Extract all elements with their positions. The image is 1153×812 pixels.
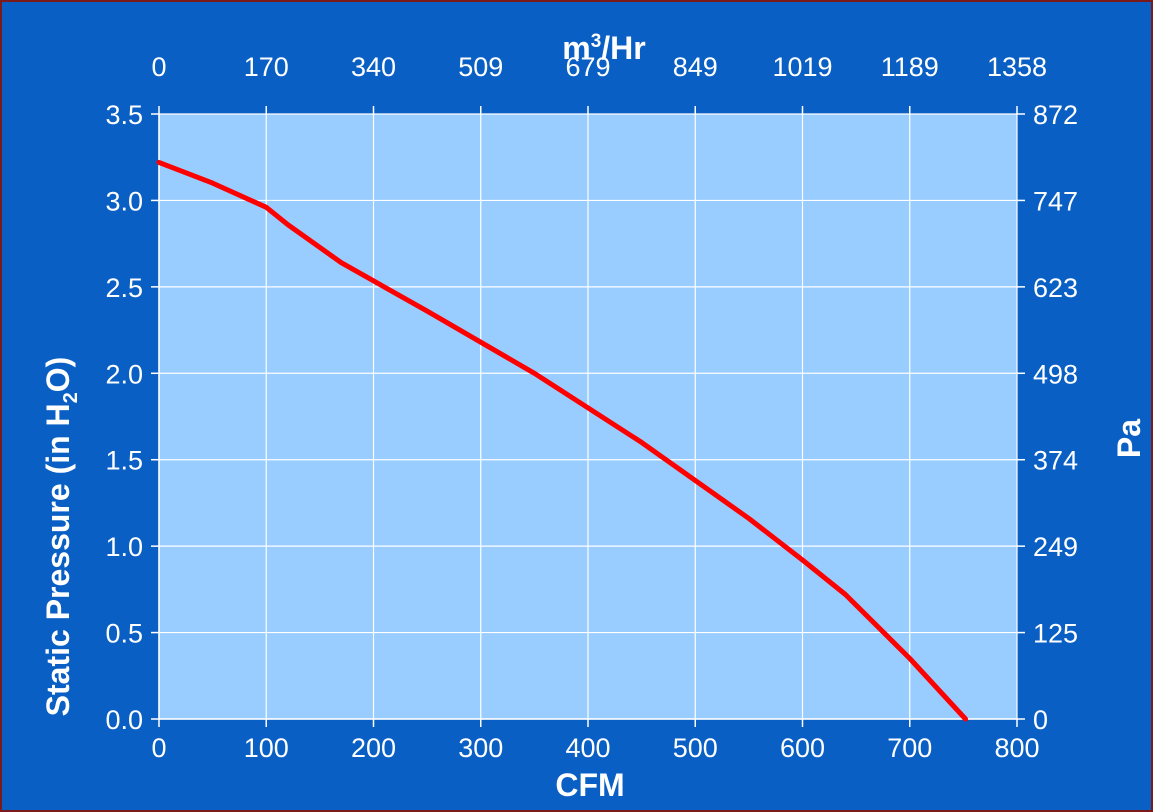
secondary-x-axis-title: m3/Hr	[562, 30, 645, 66]
secondary-x-tick-label: 849	[673, 52, 718, 82]
y-tick-label: 1.5	[105, 446, 143, 476]
secondary-y-tick-label: 249	[1033, 532, 1078, 562]
secondary-x-axis-title-superscript: 3	[591, 31, 602, 52]
secondary-x-tick-label: 1358	[987, 52, 1047, 82]
y-tick-label: 1.0	[105, 532, 143, 562]
secondary-y-tick-label: 0	[1033, 705, 1048, 735]
secondary-x-tick-label: 340	[351, 52, 396, 82]
y-tick-label: 0.0	[105, 705, 143, 735]
x-tick-label: 500	[673, 733, 718, 763]
y-axis-title-main: Static Pressure (in H	[40, 403, 76, 716]
y-tick-label: 2.5	[105, 273, 143, 303]
secondary-x-tick-label: 170	[244, 52, 289, 82]
secondary-y-tick-label: 498	[1033, 359, 1078, 389]
y-tick-label: 0.5	[105, 619, 143, 649]
y-axis-title-tail: O)	[40, 357, 76, 393]
secondary-x-tick-label: 1189	[881, 52, 939, 82]
y-tick-label: 2.0	[105, 359, 143, 389]
x-tick-label: 700	[887, 733, 932, 763]
y-axis-title: Static Pressure (in H2O)	[40, 357, 82, 717]
series-line	[156, 159, 968, 722]
secondary-y-tick-label: 623	[1033, 273, 1078, 303]
axes	[151, 106, 1025, 727]
x-tick-label: 200	[351, 733, 396, 763]
secondary-x-tick-label: 0	[151, 52, 166, 82]
x-axis-title: CFM	[555, 767, 624, 803]
secondary-x-axis-title-tail: /Hr	[601, 30, 645, 66]
secondary-x-tick-label: 509	[458, 52, 503, 82]
secondary-y-tick-label: 125	[1033, 619, 1078, 649]
y-tick-label: 3.0	[105, 186, 143, 216]
x-tick-label: 400	[565, 733, 610, 763]
series-layer	[156, 159, 968, 722]
secondary-x-tick-label: 1019	[772, 52, 832, 82]
secondary-y-tick-label: 374	[1033, 446, 1078, 476]
x-tick-label: 300	[458, 733, 503, 763]
secondary-y-tick-label: 747	[1033, 186, 1078, 216]
secondary-x-axis-title-main: m	[562, 30, 590, 66]
x-tick-label: 600	[780, 733, 825, 763]
secondary-x-tick-label: 679	[565, 52, 610, 82]
y-axis-title-subscript: 2	[60, 392, 82, 403]
y-tick-label: 3.5	[105, 100, 143, 130]
tick-labels: 0 0 100 170 200 340 300 509 400 679 500 849 600 1019 7…	[105, 52, 1078, 763]
x-tick-label: 800	[994, 733, 1039, 763]
secondary-y-tick-label: 872	[1033, 100, 1078, 130]
secondary-y-axis-title: Pa	[1111, 419, 1147, 458]
x-tick-label: 100	[244, 733, 289, 763]
x-tick-label: 0	[151, 733, 166, 763]
